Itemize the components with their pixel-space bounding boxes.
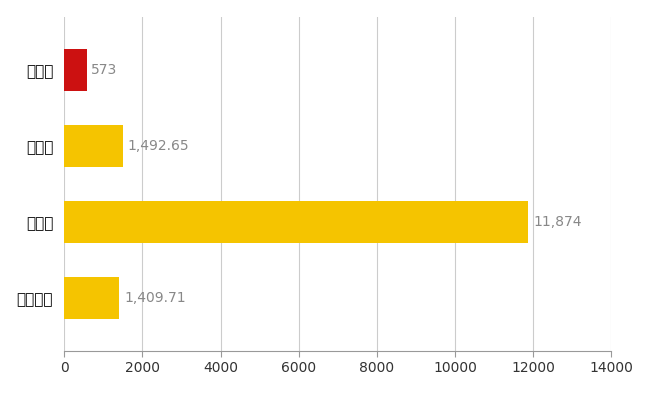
Text: 573: 573: [92, 63, 118, 77]
Bar: [64, 277, 120, 319]
Text: 11,874: 11,874: [533, 215, 582, 229]
Bar: [64, 125, 123, 167]
Text: 1,492.65: 1,492.65: [127, 139, 189, 153]
Bar: [64, 201, 528, 243]
Bar: [64, 49, 86, 91]
Text: 1,409.71: 1,409.71: [124, 291, 186, 305]
